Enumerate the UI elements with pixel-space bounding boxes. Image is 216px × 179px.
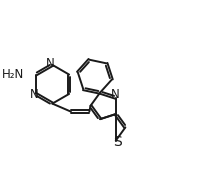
Text: N: N [46,57,55,70]
Text: N: N [111,88,120,101]
Text: S: S [113,135,122,149]
Text: N: N [30,88,38,101]
Text: H₂N: H₂N [2,68,25,81]
